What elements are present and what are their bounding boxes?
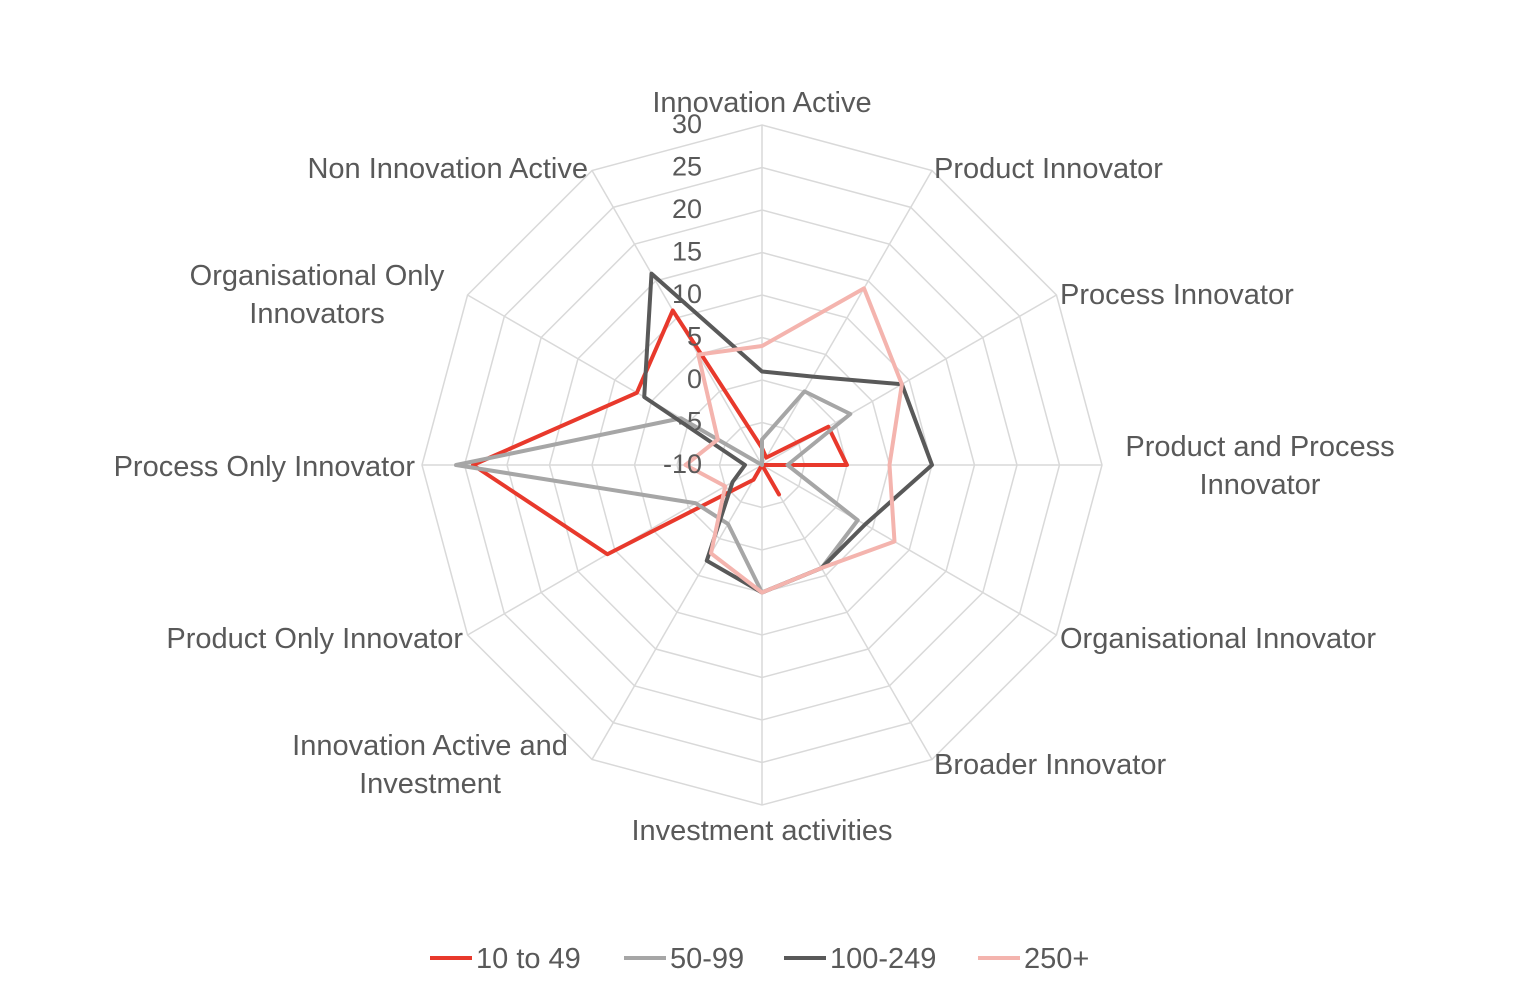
tick-label: 20	[672, 194, 702, 224]
grid-spoke	[761, 464, 933, 760]
category-labels: Innovation Active Product Innovator Proces…	[114, 87, 1395, 847]
radar-ticks: -10 -5 0 5 10 15 20 25 30	[663, 109, 702, 479]
category-label: Organisational Innovator	[1060, 623, 1376, 655]
category-label: Broader Innovator	[934, 749, 1166, 781]
grid-spoke	[761, 464, 1057, 636]
legend-item-3: 100-249	[784, 943, 936, 975]
series-line-1	[471, 308, 849, 557]
grid-spoke	[761, 170, 933, 466]
legend-label: 50-99	[670, 943, 744, 975]
legend-item-4: 250+	[978, 943, 1089, 975]
tick-label: 10	[672, 279, 702, 309]
chart-legend: 10 to 49 50-99 100-249 250+	[430, 943, 1089, 975]
tick-label: -10	[663, 449, 702, 479]
legend-item-2: 50-99	[624, 943, 744, 975]
category-label: Innovation Active	[652, 87, 871, 119]
radar-series	[454, 271, 934, 595]
tick-label: 15	[672, 237, 702, 267]
legend-label: 250+	[1024, 943, 1089, 975]
category-label: Product Only Innovator	[166, 623, 463, 655]
legend-item-1: 10 to 49	[430, 943, 581, 975]
grid-spoke	[591, 464, 763, 760]
category-label: Process Only Innovator	[114, 451, 416, 483]
category-label: Non Innovation Active	[307, 153, 588, 185]
category-label: Product and Process Innovator	[1125, 431, 1394, 501]
tick-label: 30	[672, 109, 702, 139]
category-label: Organisational Only Innovators	[190, 260, 445, 330]
series-line-4	[683, 286, 904, 595]
category-label: Innovation Active and Investment	[292, 730, 568, 800]
legend-label: 10 to 49	[476, 943, 581, 975]
category-label: Process Innovator	[1060, 279, 1294, 311]
tick-label: 0	[687, 364, 702, 394]
tick-label: 5	[687, 322, 702, 352]
tick-label: 25	[672, 152, 702, 182]
legend-label: 100-249	[830, 943, 936, 975]
category-label: Investment activities	[631, 815, 892, 847]
tick-label: -5	[678, 407, 702, 437]
category-label: Product Innovator	[934, 153, 1163, 185]
